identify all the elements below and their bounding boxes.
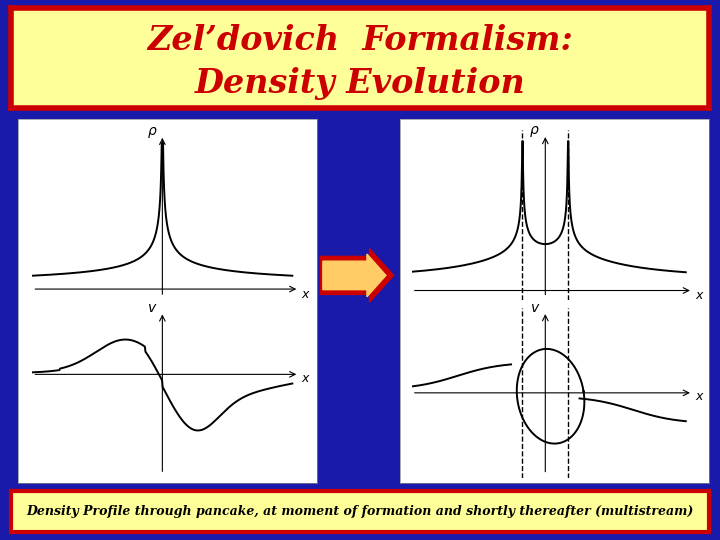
FancyArrow shape <box>320 248 394 302</box>
Text: $\rho$: $\rho$ <box>529 124 540 139</box>
Text: $v$: $v$ <box>147 301 157 315</box>
Text: $x$: $x$ <box>695 390 704 403</box>
Text: Zel’dovich  Formalism:: Zel’dovich Formalism: <box>147 24 573 57</box>
Text: $x$: $x$ <box>301 372 311 384</box>
Text: Density Evolution: Density Evolution <box>194 66 526 99</box>
Text: $\rho$: $\rho$ <box>147 125 157 140</box>
Text: $x$: $x$ <box>301 288 311 301</box>
Text: $x$: $x$ <box>695 288 704 302</box>
FancyArrow shape <box>323 254 386 297</box>
Text: $v$: $v$ <box>530 301 540 315</box>
Text: Density Profile through pancake, at moment of formation and shortly thereafter (: Density Profile through pancake, at mome… <box>27 505 693 518</box>
